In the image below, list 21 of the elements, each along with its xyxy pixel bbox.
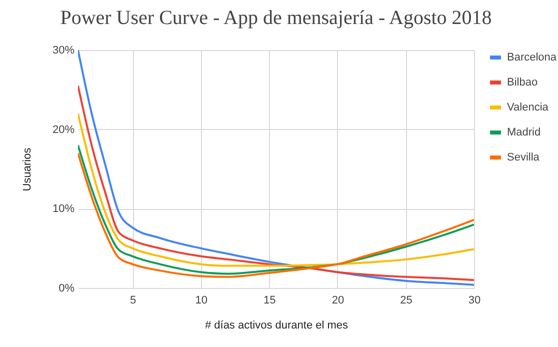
y-tick-label: 20% xyxy=(52,124,75,136)
x-tick-label: 10 xyxy=(195,294,208,306)
legend-label: Sevilla xyxy=(507,152,540,164)
legend-label: Barcelona xyxy=(507,52,558,64)
legend-label: Madrid xyxy=(507,126,541,138)
x-tick-label: 25 xyxy=(400,294,412,306)
y-tick-label: 30% xyxy=(52,44,75,56)
line-series xyxy=(78,112,474,267)
y-axis-title: Usuarios xyxy=(21,147,34,192)
y-tick-label: 10% xyxy=(52,203,75,216)
legend-label: Valencia xyxy=(507,102,550,114)
x-tick-label: 15 xyxy=(264,294,276,306)
x-tick-label: 5 xyxy=(130,294,136,306)
line-series xyxy=(78,50,474,286)
x-tick-label: 30 xyxy=(468,294,481,306)
chart-title: Power User Curve - App de mensajería - Agosto 2018 xyxy=(60,7,492,29)
y-tick-label: 0% xyxy=(58,282,75,294)
line-series xyxy=(78,84,474,282)
x-axis-title: # días activos durante el mes xyxy=(204,320,349,332)
x-tick-label: 20 xyxy=(332,294,344,306)
legend-label: Bilbao xyxy=(507,76,538,88)
